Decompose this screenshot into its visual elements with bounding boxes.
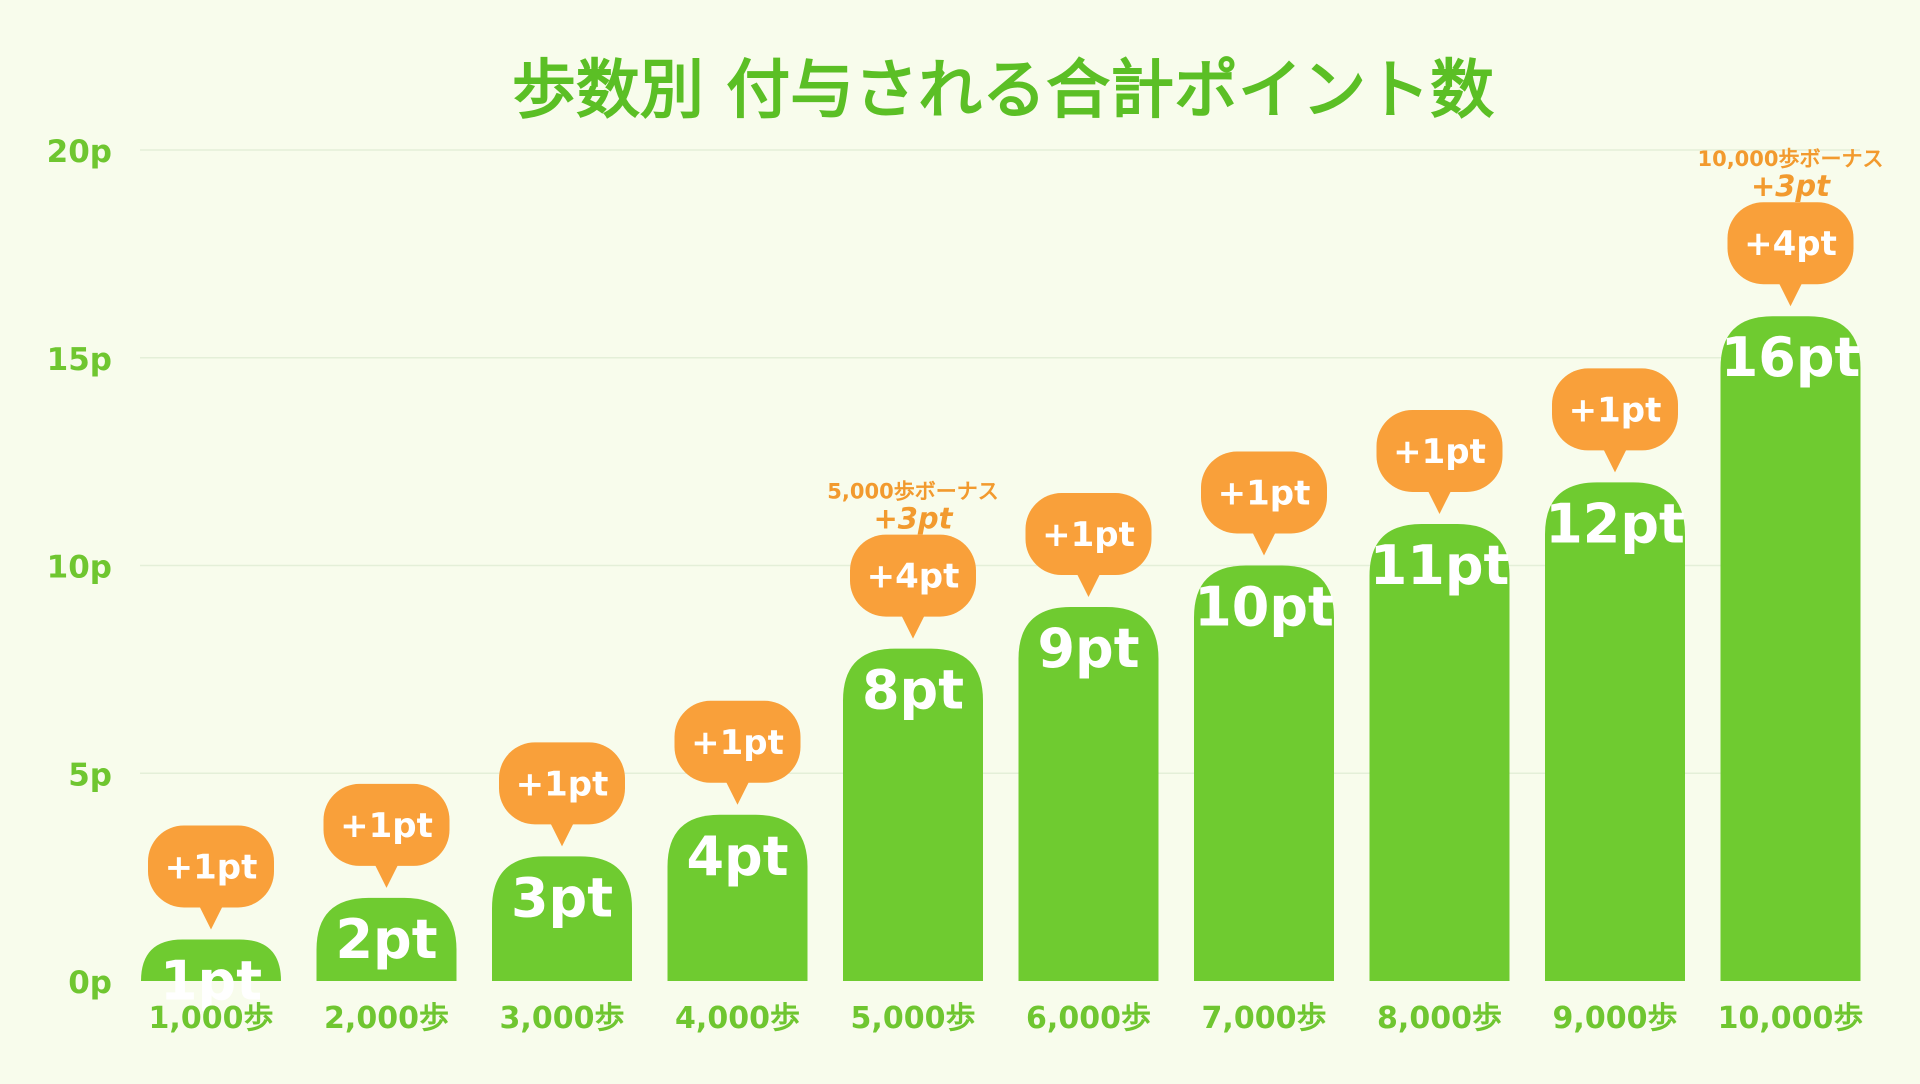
x-axis-ticks: 1,000歩 2,000歩 3,000歩 4,000歩 5,000歩 6,000歩 7,00… (149, 1001, 1864, 1036)
increment-bubble-pointer (1427, 489, 1452, 514)
increment-bubble-pointer (550, 822, 574, 847)
increment-label: +1pt (1393, 432, 1486, 472)
increment-label: +1pt (1218, 474, 1311, 514)
y-tick-label: 5p (68, 757, 112, 793)
increment-bubble (1025, 493, 1152, 576)
bar-value-label: 8pt (862, 659, 964, 722)
bar-value-label: 11pt (1370, 534, 1510, 597)
increment-label: +4pt (867, 557, 960, 597)
bar (141, 939, 281, 981)
x-tick-label: 4,000歩 (675, 1001, 800, 1036)
increment-bubble (148, 825, 274, 908)
increment-bubble-pointer (1076, 573, 1101, 598)
increment-bubble-pointer (1603, 448, 1627, 473)
y-tick-label: 20p (47, 134, 112, 170)
bar (1720, 316, 1861, 981)
x-tick-label: 10,000歩 (1718, 1001, 1864, 1036)
y-tick-label: 0p (68, 965, 112, 1001)
bar-value-label: 9pt (1037, 617, 1139, 680)
bar (492, 856, 632, 981)
bar-value-label: 1pt (160, 949, 262, 1012)
increment-bubble (1552, 368, 1678, 451)
x-tick-label: 8,000歩 (1377, 1001, 1502, 1036)
increment-bubble-pointer (199, 905, 223, 930)
x-tick-label: 2,000歩 (324, 1001, 449, 1036)
increment-label: +1pt (516, 764, 609, 804)
bonus-caption: 10,000歩ボーナス (1697, 147, 1883, 171)
increment-label: +1pt (691, 723, 784, 763)
increment-bubble (1376, 409, 1503, 492)
y-axis-ticks: 0p 5p 10p 15p 20p (47, 134, 112, 1001)
bar (1018, 607, 1159, 981)
increment-label: +1pt (1569, 390, 1662, 430)
bar (843, 648, 983, 981)
increment-bubble-pointer (901, 614, 925, 639)
increment-bubble-pointer (1778, 282, 1803, 307)
x-tick-label: 9,000歩 (1553, 1001, 1678, 1036)
increment-bubble (1727, 202, 1854, 285)
x-tick-label: 5,000歩 (851, 1001, 976, 1036)
x-tick-label: 1,000歩 (149, 1001, 274, 1036)
y-tick-label: 10p (47, 550, 112, 586)
bar-value-label: 16pt (1721, 326, 1861, 389)
increment-bubble (1201, 451, 1327, 534)
bar-value-label: 10pt (1194, 576, 1334, 639)
increment-label: +1pt (340, 806, 433, 846)
x-tick-label: 6,000歩 (1026, 1001, 1151, 1036)
chart-title: 歩数別 付与される合計ポイント数 (512, 54, 1494, 128)
bar-value-label: 4pt (686, 825, 788, 888)
increment-label: +1pt (165, 847, 258, 887)
bar (667, 814, 808, 981)
bar (1194, 565, 1334, 981)
x-tick-label: 3,000歩 (500, 1001, 625, 1036)
bar (1369, 523, 1510, 981)
increment-bubble-pointer (725, 780, 750, 805)
increment-label: +1pt (1042, 515, 1135, 555)
x-tick-label: 7,000歩 (1202, 1001, 1327, 1036)
bonus-caption: 5,000歩ボーナス (827, 480, 998, 504)
bar-value-label: 2pt (335, 908, 437, 971)
increment-bubble (499, 742, 625, 825)
increment-label: +4pt (1744, 224, 1837, 264)
y-tick-label: 15p (47, 342, 112, 378)
bar-value-label: 3pt (511, 866, 613, 929)
increment-bubble-pointer (1252, 531, 1276, 556)
increment-bubble (323, 783, 450, 866)
increment-bubble (850, 534, 976, 617)
bar (316, 897, 457, 981)
increment-bubble-pointer (374, 863, 399, 888)
bar-value-label: 12pt (1545, 492, 1685, 555)
bonus-value: +3pt (873, 502, 953, 536)
bonus-value: +3pt (1751, 169, 1831, 203)
bar (1545, 482, 1685, 981)
bar-layer: 1pt +1pt 2pt +1pt 3pt +1pt 4pt +1pt 8pt +4pt 5,000… (141, 147, 1884, 1012)
increment-bubble (674, 700, 801, 783)
